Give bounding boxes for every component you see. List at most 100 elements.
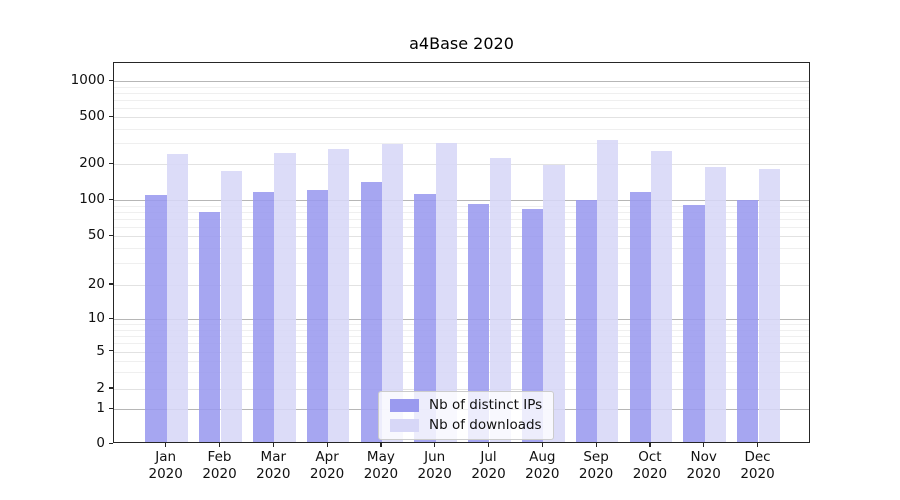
x-tick-mark-dec	[757, 443, 759, 447]
minor-gridline	[114, 211, 809, 213]
bar-downloads-oct	[650, 151, 673, 442]
x-tick-year-aug: 2020	[525, 466, 560, 482]
x-tick-label-aug: Aug 2020	[511, 449, 573, 483]
bar-downloads-nov	[704, 166, 727, 442]
bar-downloads-apr	[328, 149, 350, 442]
y-tick-mark-1	[109, 407, 113, 410]
minor-gridline	[114, 343, 809, 345]
bar-distinct-ips-nov	[683, 204, 705, 442]
y-tick-mark-0	[109, 442, 113, 444]
x-tick-label-feb: Feb 2020	[189, 449, 251, 483]
gridline-2	[114, 388, 809, 390]
bar-downloads-mar	[274, 152, 296, 442]
y-tick-mark-1000	[109, 79, 113, 82]
y-tick-label-20: 20	[87, 275, 105, 292]
legend-item-downloads: Nb of downloads	[390, 417, 542, 433]
minor-gridline	[114, 218, 809, 220]
minor-gridline	[114, 335, 809, 337]
legend-swatch-downloads	[390, 418, 419, 432]
y-tick-label-200: 200	[79, 155, 105, 172]
gridline-100	[114, 200, 809, 202]
minor-gridline	[114, 247, 809, 249]
x-tick-label-dec: Dec 2020	[727, 449, 789, 483]
y-tick-label-5: 5	[96, 342, 105, 359]
bar-distinct-ips-oct	[629, 192, 651, 442]
bar-downloads-aug	[543, 164, 565, 442]
x-tick-label-jul: Jul 2020	[458, 449, 520, 483]
y-tick-label-50: 50	[87, 227, 105, 243]
gridline-200	[114, 164, 809, 166]
minor-gridline	[114, 143, 809, 145]
y-tick-mark-20	[109, 283, 113, 285]
bar-distinct-ips-jul	[468, 204, 490, 442]
x-tick-label-oct: Oct 2020	[619, 449, 681, 483]
minor-gridline	[114, 205, 809, 207]
gridline-1000	[114, 81, 809, 83]
x-tick-year-dec: 2020	[740, 466, 775, 482]
x-tick-label-apr: Apr 2020	[296, 449, 358, 483]
y-tick-mark-50	[109, 234, 113, 236]
legend-item-distinct-ips: Nb of distinct IPs	[390, 397, 542, 413]
gridline-20	[114, 284, 809, 286]
y-tick-label-0: 0	[96, 435, 105, 451]
y-tick-mark-2	[109, 387, 113, 389]
bar-distinct-ips-aug	[521, 209, 544, 442]
bar-downloads-dec	[758, 168, 780, 442]
x-tick-year-jan: 2020	[148, 466, 183, 482]
x-tick-mark-oct	[649, 443, 651, 447]
bar-downloads-feb	[220, 170, 242, 442]
x-tick-mark-aug	[541, 443, 544, 447]
x-tick-year-jul: 2020	[471, 466, 506, 482]
x-tick-year-jun: 2020	[417, 466, 452, 482]
bar-distinct-ips-dec	[737, 199, 759, 442]
x-tick-mark-jul	[488, 443, 490, 447]
y-tick-label-1: 1	[96, 400, 105, 417]
y-tick-label-100: 100	[79, 191, 105, 208]
x-tick-label-mar: Mar 2020	[242, 449, 304, 483]
x-tick-year-nov: 2020	[686, 466, 721, 482]
bar-downloads-jun	[435, 143, 458, 442]
x-tick-year-sep: 2020	[578, 466, 614, 482]
y-tick-mark-500	[109, 115, 113, 117]
y-tick-mark-10	[109, 317, 113, 320]
gridline-10	[114, 319, 809, 321]
chart-title: a4Base 2020	[409, 34, 514, 53]
minor-gridline	[114, 263, 809, 265]
bar-distinct-ips-feb	[199, 211, 221, 442]
x-tick-label-may: May 2020	[350, 449, 412, 483]
bar-downloads-jul	[489, 158, 511, 442]
x-tick-mark-nov	[703, 443, 705, 447]
x-tick-mark-jun	[434, 443, 436, 447]
y-tick-mark-100	[109, 198, 113, 201]
x-tick-year-oct: 2020	[632, 466, 668, 482]
bar-downloads-jan	[166, 154, 189, 442]
bar-distinct-ips-may	[360, 181, 382, 442]
minor-gridline	[114, 107, 809, 109]
x-tick-mark-may	[380, 443, 382, 447]
bar-downloads-sep	[597, 140, 619, 442]
minor-gridline	[114, 86, 809, 88]
x-tick-mark-sep	[595, 443, 597, 447]
x-tick-mark-jan	[165, 443, 167, 447]
bar-distinct-ips-sep	[575, 199, 598, 442]
minor-gridline	[114, 226, 809, 228]
y-tick-label-500: 500	[79, 108, 105, 125]
y-tick-label-10: 10	[87, 310, 105, 327]
y-tick-label-1000: 1000	[70, 72, 105, 89]
plot-area	[113, 62, 810, 443]
x-tick-label-sep: Sep 2020	[565, 449, 627, 483]
x-tick-mark-apr	[326, 443, 328, 447]
y-tick-label-2: 2	[96, 379, 105, 396]
x-tick-mark-feb	[219, 443, 221, 447]
x-tick-year-mar: 2020	[256, 466, 291, 482]
legend-swatch-distinct-ips	[390, 398, 419, 412]
x-tick-year-may: 2020	[363, 466, 399, 482]
y-tick-mark-200	[109, 162, 113, 165]
bar-distinct-ips-mar	[252, 192, 275, 442]
x-tick-label-jun: Jun 2020	[404, 449, 466, 483]
bar-distinct-ips-jun	[414, 193, 436, 442]
minor-gridline	[114, 360, 809, 362]
legend-label-downloads: Nb of downloads	[429, 417, 542, 433]
legend: Nb of distinct IPs Nb of downloads	[378, 391, 555, 440]
x-tick-year-apr: 2020	[309, 466, 345, 482]
